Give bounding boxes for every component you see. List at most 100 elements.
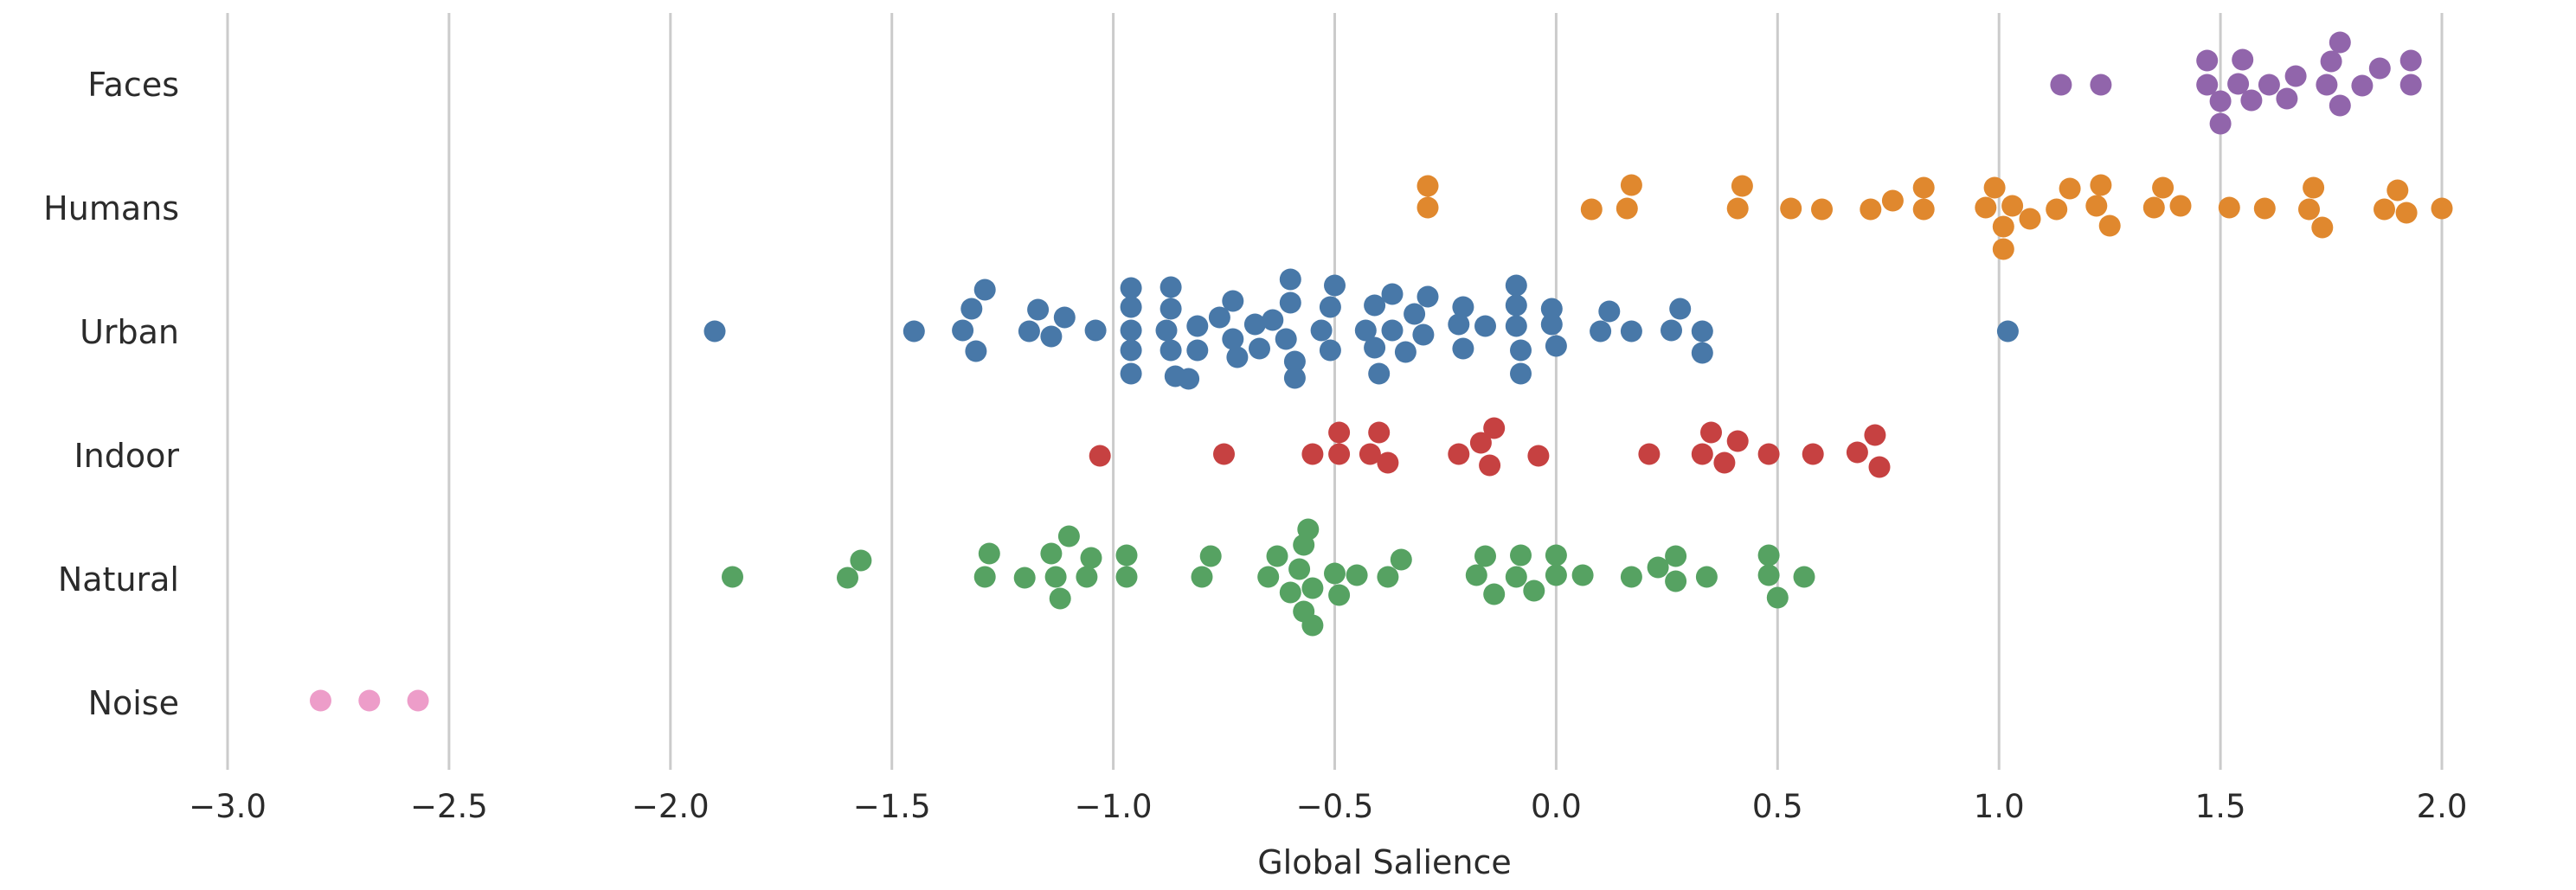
data-point [1040,542,1063,565]
data-point [1319,296,1341,318]
x-tick-label: −2.5 [410,788,488,825]
data-point [965,340,987,362]
data-point [1527,445,1550,467]
data-point [1364,336,1386,359]
data-point [2368,57,2391,80]
x-tick-label: −0.5 [1296,788,1374,825]
data-point [1505,566,1527,588]
data-point [2218,196,2240,219]
data-point [1120,319,1142,342]
data-point [1084,319,1107,342]
data-point [1120,362,1142,385]
data-point [1523,579,1545,602]
category-label-humans: Humans [43,189,179,227]
data-point [1416,196,1439,219]
data-point [358,689,381,712]
data-point [1213,443,1235,465]
data-point [1120,277,1142,299]
data-point [2046,198,2068,221]
data-point [1368,362,1391,385]
data-point [1404,303,1426,325]
series-urban [703,268,2019,390]
data-point [2227,73,2250,95]
data-point [1766,586,1789,609]
data-point [2059,177,2081,200]
data-point [1540,313,1563,336]
data-point [1120,296,1142,318]
data-point [703,320,726,343]
data-point [1802,443,1824,465]
data-point [1452,296,1474,318]
data-point [1328,421,1351,444]
data-point [2209,90,2232,112]
data-point [1390,548,1412,571]
data-point [1160,276,1182,298]
data-points [310,31,2453,712]
data-point [2303,176,2325,199]
data-point [1691,443,1713,465]
x-tick-label: −3.0 [189,788,267,825]
data-point [1226,346,1249,368]
data-point [1545,564,1567,586]
data-point [1510,339,1532,362]
data-point [1191,566,1213,588]
data-point [1996,320,2019,343]
data-point [952,319,974,342]
data-point [1448,443,1470,465]
data-point [1510,544,1532,567]
data-point [1186,339,1209,362]
data-point [2050,74,2072,96]
data-point [1992,215,2014,238]
data-point [1465,564,1487,586]
data-point [1249,337,1270,360]
x-tick-label: 0.5 [1752,788,1803,825]
data-point [2196,49,2219,72]
data-point [1474,545,1496,567]
data-point [1222,290,1244,312]
data-point [1262,309,1284,331]
data-point [1695,566,1718,588]
data-point [1328,443,1351,465]
data-point [850,549,872,572]
data-point [1616,197,1638,220]
data-point [1115,544,1138,567]
data-point [1368,421,1391,444]
data-point [1912,176,1935,199]
data-point [1416,285,1439,308]
x-tick-label: 1.5 [2195,788,2246,825]
data-point [1983,176,2006,199]
data-point [1811,198,1833,221]
data-point [2152,176,2175,199]
data-point [1377,566,1399,588]
data-point [2276,87,2298,110]
data-point [1359,443,1381,465]
data-point [2240,89,2263,112]
data-point [1665,545,1687,567]
data-point [1860,198,1882,221]
data-point [2351,74,2374,97]
data-point [1757,564,1780,586]
series-noise [310,689,429,712]
gridlines [226,13,2444,770]
data-point [2085,195,2108,217]
data-point [1864,424,1886,446]
data-point [1222,328,1244,350]
data-point [1545,335,1567,357]
data-point [1665,570,1687,592]
data-point [1328,584,1351,606]
data-point [1474,315,1496,337]
data-point [1018,320,1040,343]
data-point [1377,451,1399,474]
data-point [2316,74,2338,96]
data-point [1040,325,1063,348]
data-point [1598,300,1621,323]
data-point [1160,339,1182,362]
data-point [1160,298,1182,320]
data-point [2431,197,2453,220]
data-point [1301,614,1324,637]
data-point [978,542,1000,565]
data-point [1319,339,1341,362]
data-point [1483,583,1506,605]
data-point [1510,362,1532,385]
